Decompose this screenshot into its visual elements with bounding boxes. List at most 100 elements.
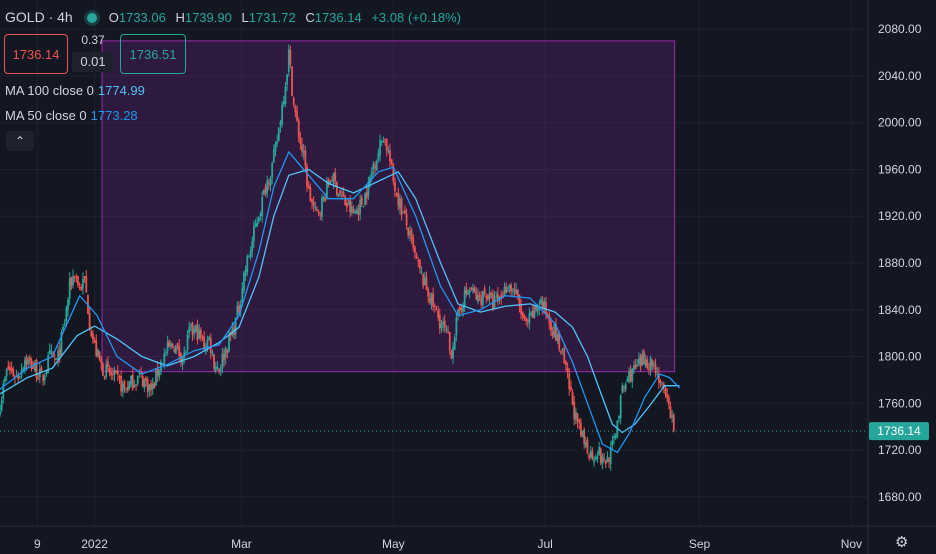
gear-icon[interactable]: ⚙ [895, 534, 909, 551]
spread-display: 0.37 0.01 [72, 32, 114, 72]
ma-line [0, 150, 681, 454]
candle-body [148, 384, 151, 391]
candle-body [186, 334, 189, 350]
candle-body [307, 185, 310, 189]
candle-body [641, 353, 644, 366]
candle-body [216, 366, 219, 369]
candle-body [656, 373, 659, 375]
candle-body [606, 456, 609, 463]
candle-body [445, 329, 448, 331]
candle-body [151, 383, 154, 389]
candle-body [573, 401, 576, 420]
candle-body [579, 422, 582, 436]
candle-body [206, 339, 209, 348]
candle-body [633, 365, 635, 371]
candle-body [327, 179, 330, 185]
candle-body [234, 317, 237, 334]
candle-body [221, 354, 224, 369]
candle-body [629, 369, 632, 382]
candle-body [123, 381, 126, 389]
candle-body [566, 367, 569, 373]
candle-body [301, 144, 303, 152]
candle-body [435, 309, 438, 311]
candle-body [72, 276, 74, 286]
candle-body [50, 351, 53, 353]
candle-body [350, 206, 353, 213]
candle-body [110, 372, 113, 376]
candle-body [58, 348, 61, 357]
candle-body [666, 393, 669, 398]
candle-body [68, 278, 71, 299]
candle-body [322, 196, 325, 200]
candle-body [669, 406, 672, 418]
candle-body [135, 384, 137, 386]
candle-body [329, 181, 332, 186]
candle-body [614, 435, 617, 438]
candle-body [287, 48, 290, 72]
candle-body [95, 340, 98, 357]
candle-body [28, 357, 31, 361]
candle-body [410, 229, 413, 240]
candle-body [533, 306, 536, 319]
candle-body [209, 337, 212, 354]
candle-body [457, 309, 459, 316]
candle-body [609, 447, 612, 464]
candle-body [372, 163, 375, 170]
candle-body [178, 345, 181, 356]
candle-body [88, 313, 91, 330]
candle-body [437, 310, 440, 318]
candle-body [193, 328, 196, 334]
candle-body [560, 351, 562, 353]
candle-body [422, 274, 425, 286]
candle-body [404, 209, 406, 214]
chevron-up-icon[interactable]: ⌃ [6, 131, 34, 151]
candle-body [332, 173, 335, 185]
candle-body [563, 348, 566, 364]
candle-body [271, 162, 274, 178]
candle-body [294, 106, 297, 113]
candle-body [324, 197, 327, 201]
candle-body [667, 397, 670, 405]
candle-body [335, 182, 338, 195]
rectangle-drawing[interactable] [101, 40, 676, 373]
candle-body [214, 366, 217, 371]
candle-body [473, 287, 476, 293]
candle-body [523, 315, 526, 319]
candle-body [213, 354, 215, 369]
symbol-label[interactable]: GOLD · 4h [5, 9, 73, 25]
candle-body [576, 413, 579, 422]
candle-body [224, 348, 227, 358]
candle-body [115, 370, 118, 372]
candle-body [352, 209, 355, 214]
candle-body [467, 291, 469, 295]
candle-body [292, 98, 295, 105]
candle-body [525, 318, 527, 321]
candle-body [349, 199, 352, 213]
candle-body [259, 213, 262, 217]
indicator-ma100[interactable]: MA 100 close 0 1774.99 [5, 83, 145, 98]
buy-button[interactable]: 1736.51 [120, 34, 186, 74]
candle-body [598, 446, 601, 455]
sell-button[interactable]: 1736.14 [4, 34, 68, 74]
candle-body [304, 150, 307, 166]
candle-body [385, 138, 388, 151]
candle-body [423, 276, 426, 286]
candle-body [90, 331, 93, 337]
y-tick-label: 2080.00 [878, 22, 922, 36]
candle-body [380, 141, 383, 143]
open-value: 1733.06 [118, 10, 166, 25]
candle-body [302, 150, 305, 154]
candle-body [545, 302, 547, 314]
candle-body [264, 186, 267, 195]
indicator-ma50[interactable]: MA 50 close 0 1773.28 [5, 108, 138, 123]
candle-body [468, 289, 471, 293]
candle-body [659, 380, 662, 383]
candle-body [198, 329, 201, 339]
candle-body [551, 332, 554, 336]
x-tick-label: Sep [689, 537, 711, 551]
candle-body [531, 311, 534, 319]
candle-body [550, 322, 552, 332]
candle-body [581, 430, 584, 438]
candle-body [478, 294, 481, 298]
